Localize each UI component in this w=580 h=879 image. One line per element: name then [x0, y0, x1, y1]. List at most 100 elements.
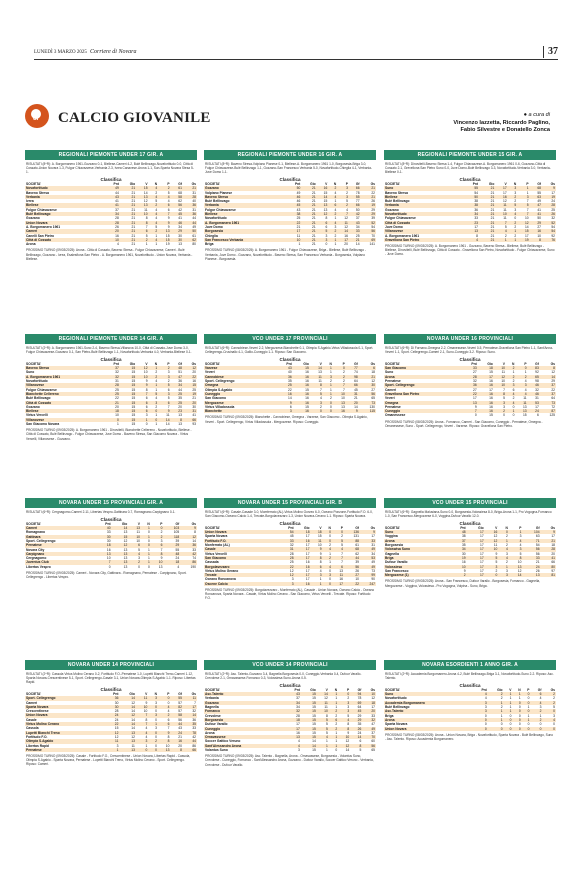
stat-cell: 18 — [95, 543, 112, 548]
stat-cell: 98 — [535, 379, 539, 384]
standings-box: VCO UNDER 15 PROVINCIALI RISULTATI (6^R):… — [384, 498, 556, 590]
stat-cell: 39 — [371, 216, 375, 221]
stat-cell: 9 — [158, 730, 171, 735]
table-row: Sparta Novara 0 0 0 0 0 0 0 — [384, 722, 556, 726]
stat-cell: 16 — [305, 560, 310, 565]
table-row: Pernatese 32 16 10 2 4 98 29 — [384, 379, 556, 383]
stat-cell: 5 — [167, 396, 170, 401]
column-header: Gf — [535, 526, 540, 531]
table-row: San Giacomo Novara 1 15 0 1 14 13 93 — [25, 422, 197, 426]
team-name: Baveno Stresa — [385, 190, 408, 195]
stat-cell: 3 — [506, 551, 508, 556]
stat-cell: 4 — [334, 207, 337, 212]
stat-cell: 26 — [535, 568, 540, 573]
stat-cell: 3 — [493, 400, 506, 405]
stat-cell: 17 — [466, 564, 485, 569]
stat-cell: 94 — [350, 692, 363, 697]
column-header: Gf — [178, 362, 182, 367]
stat-cell: 15 — [119, 366, 137, 371]
stat-cell: 11 — [166, 413, 170, 418]
stat-cell: 21 — [301, 220, 317, 225]
table-row: Virtus Vercelli 10 15 3 1 11 13 41 — [25, 413, 197, 417]
stat-cell: 22 — [461, 391, 478, 397]
stat-cell: 19 — [517, 237, 530, 243]
stat-cell: 66 — [345, 383, 359, 388]
stat-cell: 41 — [537, 207, 541, 212]
stat-cell: 54 — [535, 543, 540, 548]
stat-cell: 74 — [354, 370, 358, 375]
stat-cell: 0 — [521, 726, 531, 731]
stat-cell: 11 — [310, 538, 323, 544]
stat-cell: 35 — [357, 722, 362, 727]
stat-cell: 29 — [170, 229, 183, 234]
stat-cell: 2 — [506, 374, 516, 380]
stat-cell: 25 — [289, 560, 294, 565]
stat-cell: 34 — [355, 224, 360, 229]
stat-cell: 105 — [173, 530, 180, 535]
table-row: Arona 28 17 12 2 2 65 14 — [384, 374, 556, 380]
column-header: P — [347, 688, 350, 693]
stat-cell: 32 — [362, 717, 376, 723]
stat-cell: 26 — [350, 726, 363, 731]
stat-cell: 8 — [170, 747, 183, 753]
stat-cell: 21 — [182, 186, 197, 191]
stat-cell: 17 — [473, 396, 477, 401]
box-title: REGIONALI PIEMONTE UNDER 15 GIR. A — [384, 150, 556, 160]
table-row: Sport. Cellegrengo 36 16 10 3 3 46 37 — [384, 383, 556, 388]
stat-cell: 45 — [286, 203, 302, 208]
stat-cell: 0 — [484, 573, 499, 578]
table-row: Cuneggio 7 16 2 1 13 24 87 — [384, 409, 556, 414]
table-row: Arona 0 1 0 0 1 2 4 — [384, 717, 556, 723]
stat-cell: 0 — [148, 730, 158, 735]
column-header: Pnt — [113, 182, 119, 187]
results-text: RISULTATI (2^R): Asc. Talento-Gozzano 3-… — [205, 672, 362, 681]
column-header: SOCIETA' — [385, 526, 401, 531]
stat-cell: 17 — [294, 547, 311, 552]
stat-cell: 32 — [192, 709, 196, 714]
table-row: A. Borgomanero 1961 26 21 7 5 9 34 49 — [25, 225, 197, 229]
table-row: Città di Cossato 10 21 2 4 15 30 62 — [25, 237, 197, 243]
stat-cell: 25 — [170, 391, 183, 397]
stat-cell: 3 — [506, 383, 516, 388]
table-row: A. Borgomanero 1961 8 21 2 2 17 10 92 — [384, 234, 556, 238]
team-name: Novara City — [26, 547, 45, 552]
team-name: Oceano Roncanova — [205, 577, 236, 582]
stat-cell: 35 — [182, 722, 197, 727]
table-row: Dufour Varallo 17 15 5 2 8 35 47 — [204, 722, 376, 726]
stat-cell: 4 — [519, 543, 522, 548]
stat-cell: 17 — [296, 722, 300, 727]
team-name: Voggina — [385, 534, 398, 539]
stat-cell: 21 — [301, 237, 317, 243]
stat-cell: 8 — [338, 726, 351, 731]
stat-cell: 0 — [325, 242, 328, 247]
stat-cell: 2 — [449, 573, 467, 578]
stat-cell: 4 — [484, 696, 487, 701]
stat-cell: 60 — [371, 739, 375, 744]
stat-cell: 23 — [170, 409, 183, 414]
classifica-title: Classifica — [279, 521, 301, 527]
team-name: Ornavassese — [204, 735, 286, 740]
stat-cell: 58 — [170, 713, 183, 718]
column-header: P — [526, 182, 529, 187]
stat-cell: 3 — [498, 573, 509, 578]
byline-authors-1: Vincenzo Iazzetta, Riccardo Paglino, — [453, 119, 550, 126]
stat-cell: 1 — [524, 370, 527, 375]
stat-cell: 12 — [345, 739, 350, 744]
stat-cell: 2 — [334, 233, 337, 238]
stat-cell: 2 — [542, 700, 556, 706]
stat-cell: 7 — [135, 722, 149, 727]
column-header: V — [504, 182, 507, 187]
stat-cell: 34 — [296, 705, 300, 710]
column-header: N — [333, 182, 337, 187]
stat-cell: 15 — [131, 387, 136, 392]
stat-cell: 11 — [337, 220, 349, 225]
stat-cell: 31 — [192, 207, 196, 212]
column-header: N — [154, 362, 158, 367]
column-header: Gf — [355, 182, 360, 187]
stat-cell: 18 — [103, 409, 120, 414]
stat-cell: 0 — [150, 526, 164, 531]
stat-cell: 125 — [549, 413, 555, 418]
stat-cell: 15 — [312, 722, 316, 727]
team-name: Omegna — [384, 400, 462, 405]
stat-cell: 21 — [479, 212, 496, 217]
